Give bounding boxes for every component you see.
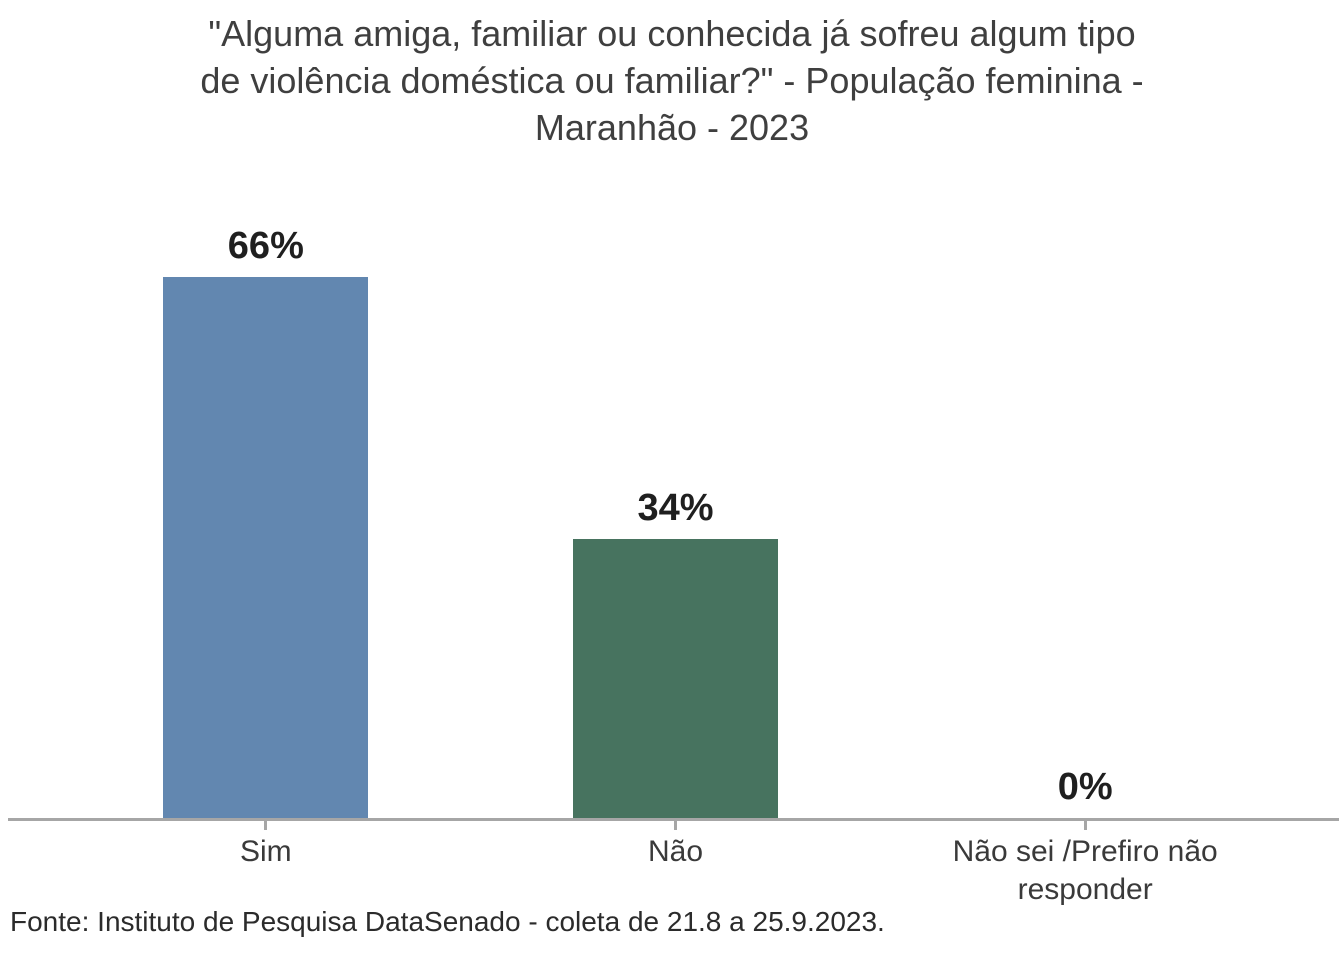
x-axis-category-nao-sei: Não sei /Prefiro não responder	[880, 821, 1290, 909]
x-axis-line	[8, 818, 1339, 821]
chart-title-line-3: Maranhão - 2023	[534, 107, 810, 148]
bar-value-label-nao-sei: 0%	[1057, 766, 1113, 808]
x-category-label-sim: Sim	[240, 835, 292, 868]
plot-area: 66% 34% 0%	[61, 190, 1290, 818]
bar-value-label-nao: 34%	[637, 487, 714, 529]
x-category-label-nao-sei: Não sei /Prefiro não responder	[952, 835, 1218, 906]
x-axis-labels: Sim Não Não sei /Prefiro não responder	[61, 821, 1290, 909]
x-axis-category-sim: Sim	[61, 821, 471, 909]
bar-column-sim: 66%	[61, 190, 471, 818]
chart-title-line-2: de violência doméstica ou familiar?" - P…	[200, 60, 1144, 101]
x-tick-nao	[674, 821, 677, 830]
x-category-label-nao: Não	[647, 835, 704, 868]
bar-sim	[163, 277, 369, 818]
bar-nao	[573, 539, 778, 818]
bar-column-nao-sei: 0%	[880, 190, 1290, 818]
bar-value-label-sim: 66%	[227, 225, 304, 267]
bar-column-nao: 34%	[471, 190, 881, 818]
source-note: Fonte: Instituto de Pesquisa DataSenado …	[10, 906, 885, 937]
x-tick-sim	[264, 821, 268, 830]
x-axis-category-nao: Não	[471, 821, 881, 909]
x-tick-nao-sei	[1083, 821, 1087, 830]
chart-title-line-1: "Alguma amiga, familiar ou conhecida já …	[208, 13, 1136, 54]
chart-title: "Alguma amiga, familiar ou conhecida já …	[0, 10, 1344, 151]
